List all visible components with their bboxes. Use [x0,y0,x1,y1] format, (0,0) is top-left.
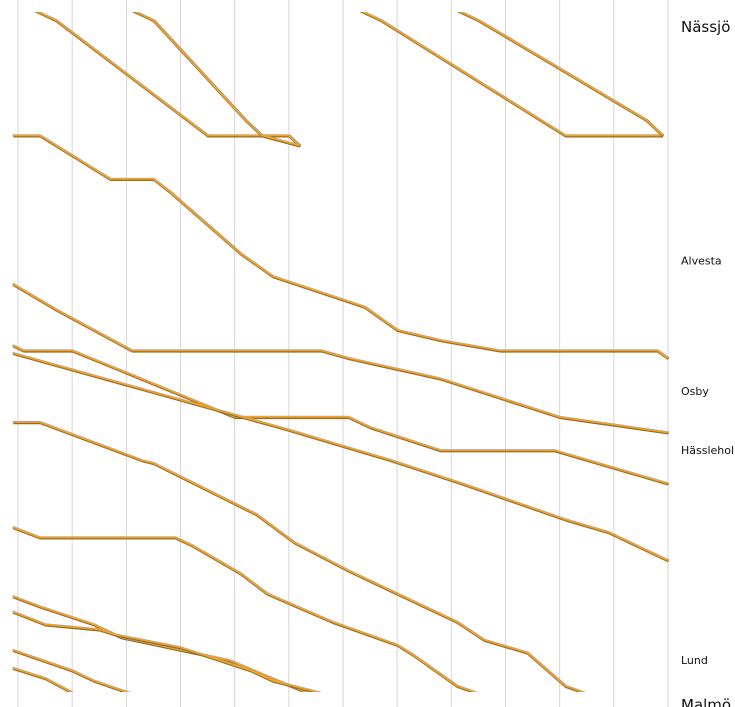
train-path-line [12,351,669,562]
station-label: Alvesta [681,255,722,268]
station-label: Nässjö [681,18,730,36]
train-path [12,420,587,692]
train-path-shadow [456,12,665,138]
station-label: Osby [681,385,709,398]
train-path [456,12,665,138]
train-path [12,134,670,360]
train-path [12,351,670,563]
time-gridlines [17,0,669,707]
train-path-shadow [12,352,670,563]
train-path-line [12,610,323,692]
train-path [12,525,478,692]
train-path [12,595,309,692]
train-path-line [12,666,74,692]
train-path-shadow [13,134,670,360]
train-path-line [12,344,669,485]
train-path [12,610,323,692]
train-path-shadow [12,526,478,692]
train-path-shadow [12,283,669,435]
station-label: Lund [681,654,708,667]
train-path-shadow [131,12,301,148]
train-path-line [36,12,301,147]
station-labels: Nässjö Alvesta Osby Hässleholm Lund Malmö [681,18,735,707]
train-path-line [459,12,664,136]
train-path-shadow [13,421,586,692]
train-path [12,648,131,692]
train-path [34,12,302,148]
train-path-shadow [34,12,302,148]
train-path-line [12,648,131,692]
train-path-line [12,595,309,692]
station-label: Hässleholm [681,444,735,457]
station-label: Malmö [681,696,731,707]
train-path-line [12,420,587,692]
train-path [12,666,74,692]
train-path-line [12,525,478,692]
train-path [131,12,301,148]
train-paths [12,12,670,692]
train-path-line [12,134,669,359]
train-path [359,12,664,138]
train-path-line [361,12,663,137]
train-path [12,282,669,435]
train-path-line [134,12,300,147]
train-path-line [12,282,669,434]
train-path [12,344,670,486]
train-path-shadow [359,12,664,138]
